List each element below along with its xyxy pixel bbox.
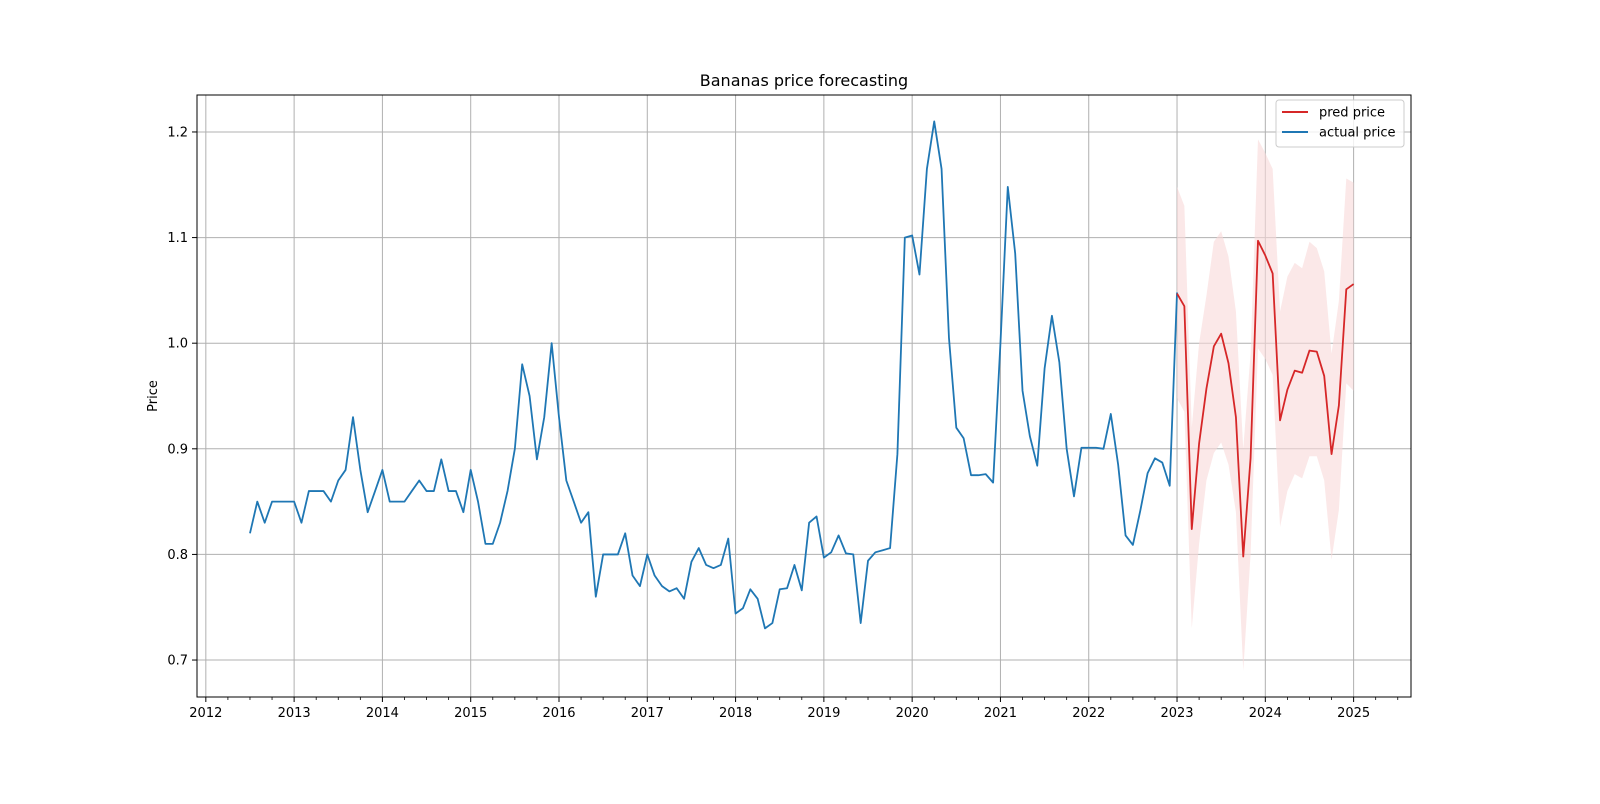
x-tick-label-2023: 2023 (1160, 706, 1193, 721)
y-tick-label-0.9: 0.9 (167, 442, 188, 457)
series-layer (249, 120, 1355, 630)
pred-price-line (1176, 239, 1355, 558)
actual-price-line (249, 120, 1178, 630)
confidence-band-layer (1177, 139, 1354, 671)
x-tick-label-2021: 2021 (984, 706, 1017, 721)
x-tick-label-2019: 2019 (807, 706, 840, 721)
x-tick-label-2025: 2025 (1337, 706, 1370, 721)
x-tick-label-2012: 2012 (189, 706, 222, 721)
x-tick-label-2024: 2024 (1249, 706, 1282, 721)
chart-title: Bananas price forecasting (700, 71, 908, 90)
x-tick-label-2014: 2014 (366, 706, 399, 721)
y-tick-label-1.0: 1.0 (167, 337, 188, 352)
grid-layer (197, 95, 1411, 697)
x-tick-label-2017: 2017 (631, 706, 664, 721)
x-tick-label-2015: 2015 (454, 706, 487, 721)
plot-frame (196, 94, 1412, 698)
y-axis-label: Price (146, 380, 161, 412)
x-tick-label-2018: 2018 (719, 706, 752, 721)
tick-layer: 2012 2013 2014 2015 2016 2017 2018 2019 2020 2021… (167, 125, 1399, 721)
legend: pred price actual price (1275, 99, 1405, 148)
y-tick-label-0.8: 0.8 (167, 548, 188, 563)
y-tick-label-0.7: 0.7 (167, 654, 188, 669)
x-tick-label-2013: 2013 (278, 706, 311, 721)
legend-label-pred-price: pred price (1319, 106, 1385, 121)
x-tick-label-2016: 2016 (542, 706, 575, 721)
y-tick-label-1.1: 1.1 (167, 231, 188, 246)
x-tick-label-2020: 2020 (896, 706, 929, 721)
pred-price-confidence-band (1177, 139, 1354, 671)
y-tick-label-1.2: 1.2 (167, 125, 188, 140)
x-tick-label-2022: 2022 (1072, 706, 1105, 721)
legend-label-actual-price: actual price (1319, 126, 1396, 141)
